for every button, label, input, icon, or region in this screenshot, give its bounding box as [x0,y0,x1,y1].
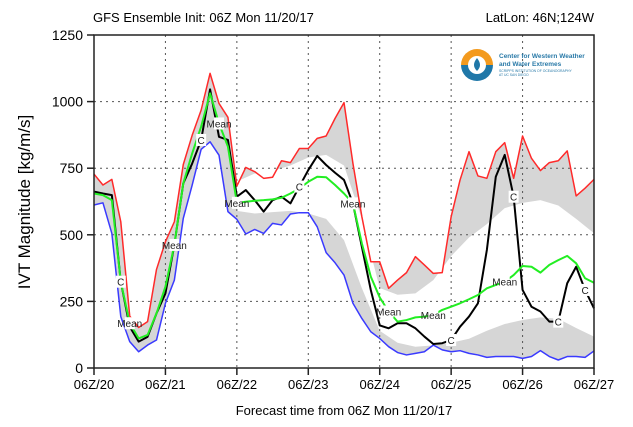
x-tick-label: 06Z/20 [74,377,114,392]
control-c-label-bg [446,334,457,347]
mean-label-bg [169,238,180,251]
mean-label-bg [383,305,394,318]
x-axis-label: Forecast time from 06Z Mon 11/20/17 [236,403,453,418]
y-tick-label: 0 [75,360,83,376]
water-drop-icon [474,58,480,71]
mean-label: Mean [224,199,249,210]
mean-label-bg [214,117,224,130]
mean-label: Mean [340,199,365,210]
mean-label: Mean [376,308,401,319]
grid [94,35,594,368]
control-c-label: C [510,193,517,204]
y-tick-label: 750 [60,160,84,176]
control-c-label: C [581,286,588,297]
control-c-label: C [198,136,205,147]
y-tick-label: 500 [60,227,84,243]
control-c-label: C [296,183,303,194]
logo-line2: and Water Extremes [499,61,562,68]
control-c-label-bg [196,133,207,146]
location-label: LatLon: 46N;124W [486,10,595,25]
logo-line1: Center for Western Weather [499,53,585,60]
logo-line3: SCRIPPS INSTITUTION OF OCEANOGRAPHY [499,69,572,73]
x-tick-label: 06Z/27 [574,377,614,392]
logo-line4: AT UC SAN DIEGO [499,73,529,77]
mean-label-bg [428,308,439,321]
mean-label-bg [347,197,358,210]
ensemble-mean-line [93,92,595,340]
inner-percentile-band [236,154,594,347]
control-c-label-bg [553,315,564,328]
mean-label-bg [499,275,510,288]
y-tick-label: 1250 [52,27,83,43]
control-c-label-bg [580,283,591,296]
axes: 0 250 500 750 1000 1250 06Z/20 06Z/21 06Z/22 06Z/… [52,27,614,392]
control-c-label: C [555,318,562,329]
y-tick-label: 1000 [52,94,83,110]
control-c-label: C [117,278,124,289]
plot-frame [93,34,595,369]
x-tick-label: 06Z/23 [288,377,328,392]
ensemble-min-line [93,141,595,361]
x-tick-label: 06Z/21 [145,377,185,392]
control-c-label-bg [115,275,126,288]
mean-label: Mean [421,311,446,322]
control-c-label: C [448,336,455,347]
mean-label-bg [231,196,242,209]
control-c-label-bg [508,190,519,203]
chart-title: GFS Ensemble Init: 06Z Mon 11/20/17 [93,10,314,25]
x-tick-label: 06Z/22 [217,377,257,392]
mean-label: Mean [206,119,231,130]
ensemble-max-line [93,72,595,329]
mean-label: Mean [492,278,517,289]
y-axis-label: IVT Magnitude [kg/m/s] [15,115,34,289]
series-lines [93,72,595,361]
ensemble-spread [94,73,594,361]
cw3e-logo: Center for Western Weather and Water Ext… [461,49,585,81]
x-tick-label: 06Z/25 [431,377,471,392]
x-tick-label: 06Z/26 [502,377,542,392]
mean-label: Mean [162,241,187,252]
mean-label-bg [124,317,135,330]
mean-label: Mean [117,319,142,330]
y-tick-label: 250 [60,293,84,309]
x-tick-label: 06Z/24 [359,377,399,392]
control-c-label-bg [294,180,305,193]
